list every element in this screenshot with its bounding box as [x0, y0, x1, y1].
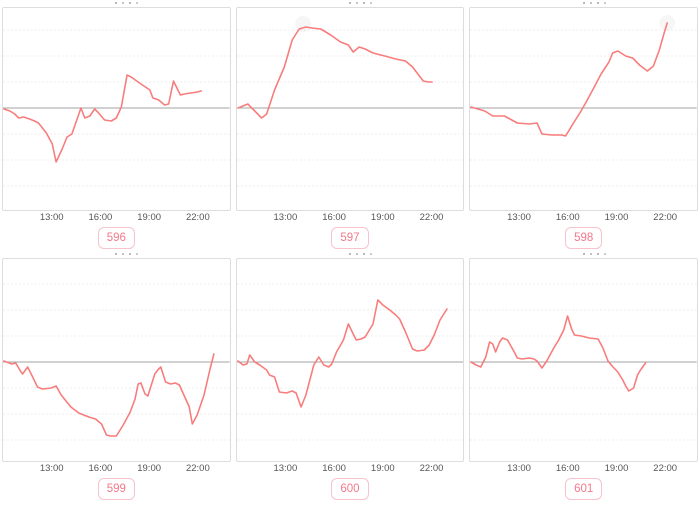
series-line	[470, 315, 647, 392]
x-tick-label: 22:00	[185, 463, 210, 474]
x-tick-label: 16:00	[88, 463, 113, 474]
x-axis-ticks: 13:00 16:00 19:00 22:00	[236, 462, 465, 474]
line-chart-600	[236, 283, 464, 441]
x-tick-label: 19:00	[370, 463, 395, 474]
x-tick-label: 22:00	[185, 212, 210, 223]
line-chart-597	[236, 16, 464, 187]
clipped-title-fragments	[115, 2, 118, 4]
chart-link-599[interactable]: 599	[97, 477, 135, 501]
clipped-title-fragments	[348, 253, 351, 255]
x-tick-label: 16:00	[555, 212, 580, 223]
badge-row: 596	[2, 226, 231, 250]
x-tick-label: 16:00	[555, 463, 580, 474]
x-tick-label: 22:00	[419, 212, 444, 223]
x-tick-label: 13:00	[507, 212, 531, 223]
badge-row: 599	[2, 477, 231, 501]
chart-panel-596	[2, 7, 231, 211]
chart-panel-597	[235, 7, 465, 211]
x-axis-ticks: 13:00 16:00 19:00 22:00	[469, 462, 698, 474]
line-chart-598	[470, 15, 697, 187]
x-tick-label: 16:00	[322, 212, 346, 223]
x-tick-label: 13:00	[39, 463, 64, 474]
chart-cell-597: 13:00 16:00 19:00 22:00 597	[235, 2, 465, 253]
x-tick-label: 13:00	[273, 463, 298, 474]
chart-link-600[interactable]: 600	[331, 477, 369, 501]
x-tick-label: 13:00	[273, 212, 298, 223]
clipped-chart-title	[236, 253, 465, 258]
x-tick-label: 19:00	[137, 463, 162, 474]
x-tick-label: 13:00	[507, 463, 531, 474]
badge-row: 598	[469, 226, 698, 250]
line-chart-601	[470, 283, 697, 441]
x-tick-label: 22:00	[419, 463, 444, 474]
clipped-title-fragments	[582, 253, 585, 255]
x-axis-ticks: 13:00 16:00 19:00 22:00	[2, 462, 231, 474]
chart-panel-599	[2, 258, 231, 462]
x-tick-label: 16:00	[88, 212, 113, 223]
chart-panel-600	[235, 258, 465, 462]
clipped-chart-title	[236, 2, 465, 7]
series-line	[236, 299, 448, 408]
chart-cell-596: 13:00 16:00 19:00 22:00 596	[2, 2, 231, 253]
x-tick-label: 13:00	[39, 212, 64, 223]
chart-panel-601	[469, 258, 698, 462]
x-tick-label: 22:00	[653, 212, 678, 223]
clipped-title-fragments	[348, 2, 351, 4]
series-line	[470, 22, 669, 137]
badge-row: 601	[469, 477, 698, 501]
chart-cell-601: 13:00 16:00 19:00 22:00 601	[469, 253, 698, 504]
line-chart-599	[3, 283, 230, 441]
hover-halo	[294, 16, 311, 32]
x-axis-ticks: 13:00 16:00 19:00 22:00	[236, 211, 465, 223]
clipped-title-fragments	[115, 253, 118, 255]
x-tick-label: 19:00	[137, 212, 162, 223]
x-tick-label: 19:00	[604, 463, 629, 474]
clipped-chart-title	[469, 253, 698, 258]
badge-row: 600	[236, 477, 465, 501]
chart-link-596[interactable]: 596	[97, 226, 135, 250]
series-line	[3, 353, 215, 437]
chart-panel-598	[469, 7, 698, 211]
clipped-chart-title	[2, 253, 231, 258]
series-line	[3, 74, 202, 163]
x-axis-ticks: 13:00 16:00 19:00 22:00	[469, 211, 698, 223]
badge-row: 597	[236, 226, 465, 250]
clipped-chart-title	[2, 2, 231, 7]
chart-link-601[interactable]: 601	[565, 477, 603, 501]
x-tick-label: 19:00	[370, 212, 395, 223]
chart-cell-599: 13:00 16:00 19:00 22:00 599	[2, 253, 231, 504]
chart-cell-600: 13:00 16:00 19:00 22:00 600	[235, 253, 465, 504]
x-axis-ticks: 13:00 16:00 19:00 22:00	[2, 211, 231, 223]
x-tick-label: 22:00	[653, 463, 678, 474]
clipped-chart-title	[469, 2, 698, 7]
clipped-title-fragments	[582, 2, 585, 4]
chart-link-598[interactable]: 598	[565, 226, 603, 250]
x-tick-label: 19:00	[604, 212, 629, 223]
line-chart-596	[3, 29, 230, 187]
chart-link-597[interactable]: 597	[331, 226, 369, 250]
series-line	[236, 26, 433, 119]
chart-cell-598: 13:00 16:00 19:00 22:00 598	[469, 2, 698, 253]
x-tick-label: 16:00	[322, 463, 346, 474]
